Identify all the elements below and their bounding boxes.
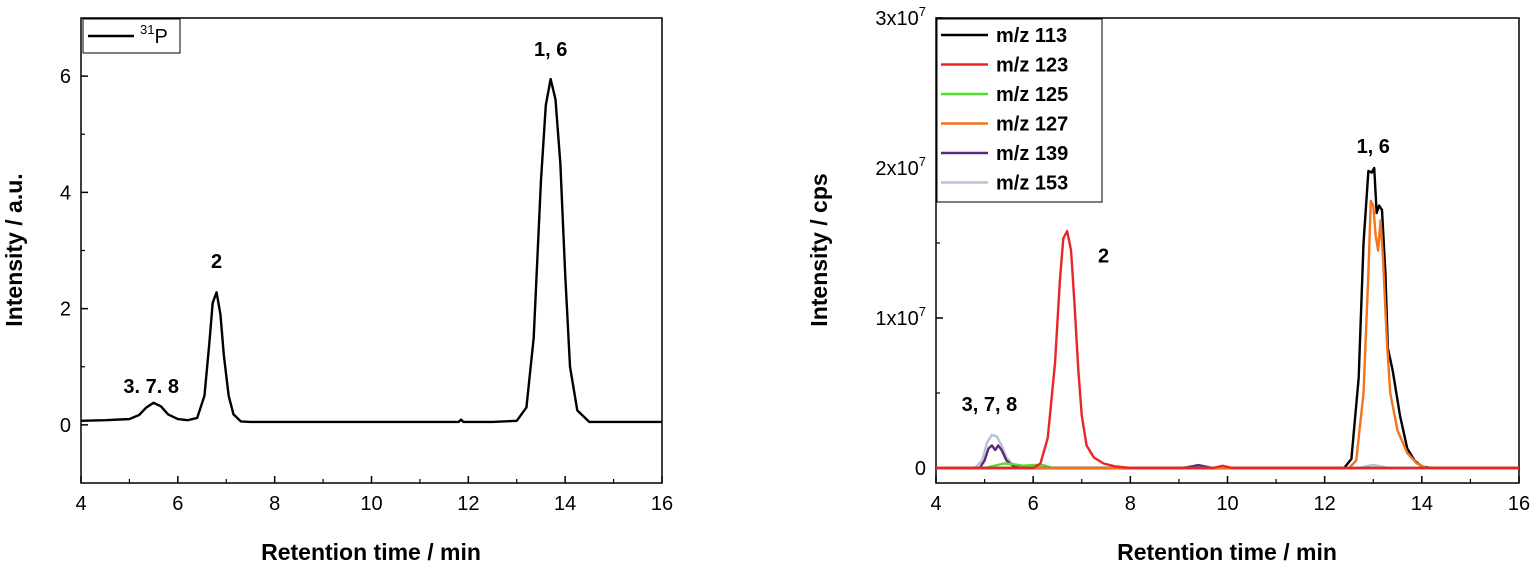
peak-label: 1, 6: [1357, 136, 1390, 158]
chart-31p: 4 6 8 10 12 14 16 0 2 4 6 3. 7. 8 2 1, 6 31P Retent…: [1, 17, 673, 565]
legend: 31P: [82, 18, 181, 54]
y-tick-base: 2x10: [875, 158, 918, 180]
y-axis-title: Intensity / a.u.: [1, 173, 27, 326]
y-tick-base: 1x10: [875, 308, 918, 330]
legend-box: [936, 18, 1103, 203]
x-tick-label: 6: [1028, 493, 1039, 515]
legend-label: m/z 125: [996, 84, 1068, 106]
legend-label: m/z 153: [996, 173, 1068, 195]
x-tick-label: 16: [1508, 493, 1530, 515]
legend-label: m/z 127: [996, 114, 1068, 136]
series-line-0: [81, 77, 662, 424]
series-line-m-z-123: [936, 229, 1519, 470]
series-line-m-z-127: [936, 199, 1519, 470]
x-tick-label: 8: [1125, 493, 1136, 515]
x-tick-label: 12: [1314, 493, 1336, 515]
y-tick-base: 0: [915, 458, 926, 480]
series-group: [81, 77, 662, 424]
series-line-m-z-139: [936, 444, 1519, 470]
y-tick-label: 0: [915, 458, 926, 480]
y-axis-title: Intensity / cps: [806, 173, 832, 326]
x-tick-label: 4: [75, 493, 86, 515]
legend-label: m/z 113: [996, 25, 1067, 47]
y-tick-exp: 7: [919, 304, 926, 319]
peak-label: 2: [1098, 246, 1109, 268]
x-tick-label: 4: [930, 493, 941, 515]
legend: m/z 113 m/z 123 m/z 125 m/z 127 m/z 139 m/z 1…: [936, 18, 1103, 203]
legend-label: m/z 123: [996, 55, 1068, 77]
x-axis: 4 6 8 10 12 14 16: [75, 476, 673, 515]
peak-label: 2: [211, 251, 222, 273]
legend-element: P: [154, 26, 167, 48]
x-axis: 4 6 8 10 12 14 16: [930, 476, 1530, 515]
y-tick-label: 3x107: [875, 4, 926, 30]
peak-label: 3, 7, 8: [962, 394, 1018, 416]
y-tick-label: 2: [60, 299, 71, 321]
x-tick-label: 16: [651, 493, 673, 515]
y-axis: 0 2 4 6: [60, 66, 88, 437]
series-line-m-z-153: [936, 433, 1519, 470]
x-axis-title: Retention time / min: [1117, 539, 1337, 565]
x-tick-label: 12: [457, 493, 479, 515]
legend-label: m/z 139: [996, 143, 1068, 165]
x-tick-label: 6: [172, 493, 183, 515]
peak-labels: 3. 7. 8 2 1, 6: [123, 39, 567, 398]
x-tick-label: 14: [1411, 493, 1433, 515]
y-tick-label: 6: [60, 66, 71, 88]
x-tick-label: 8: [269, 493, 280, 515]
x-tick-label: 10: [360, 493, 382, 515]
y-tick-label: 4: [60, 182, 71, 204]
x-tick-label: 10: [1216, 493, 1238, 515]
legend-isotope: 31: [140, 22, 154, 37]
y-tick-exp: 7: [919, 154, 926, 169]
y-tick-label: 2x107: [875, 154, 926, 180]
x-tick-label: 14: [554, 493, 576, 515]
y-tick-label: 1x107: [875, 304, 926, 330]
y-tick-base: 3x10: [875, 8, 918, 30]
series-line-m-z-113: [936, 166, 1519, 470]
svg-text:31P: 31P: [140, 22, 168, 48]
peak-label: 1, 6: [534, 39, 567, 61]
y-tick-label: 0: [60, 415, 71, 437]
series-group: [936, 166, 1519, 470]
x-axis-title: Retention time / min: [261, 539, 481, 565]
y-tick-exp: 7: [919, 4, 926, 19]
peak-labels: 3, 7, 8 2 1, 6: [962, 136, 1390, 416]
peak-label: 3. 7. 8: [123, 376, 179, 398]
